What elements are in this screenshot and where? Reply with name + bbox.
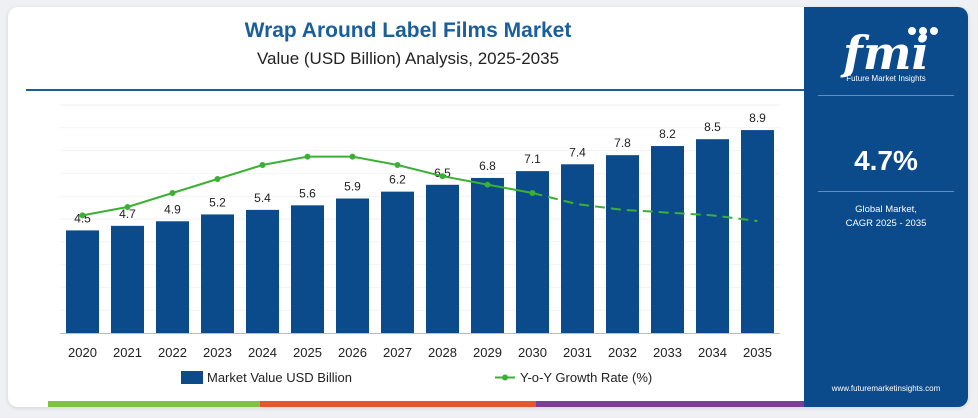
footer-stripe-green bbox=[48, 401, 260, 407]
sidebar-panel: fmi Future Market Insights 4.7% Global M… bbox=[804, 7, 968, 407]
logo-dot-icon bbox=[930, 27, 938, 35]
bar-value-label: 5.9 bbox=[344, 179, 361, 193]
bar bbox=[696, 139, 729, 333]
logo-dot-icon bbox=[908, 27, 916, 35]
sidebar-divider bbox=[818, 191, 954, 192]
growth-point bbox=[214, 176, 221, 182]
cagr-label-line1: Global Market, bbox=[855, 204, 917, 215]
bar bbox=[516, 171, 549, 333]
x-tick-label: 2031 bbox=[563, 345, 592, 360]
growth-point bbox=[79, 212, 86, 219]
x-tick-label: 2033 bbox=[653, 345, 682, 360]
growth-point bbox=[259, 162, 266, 168]
bar-value-label: 7.4 bbox=[569, 145, 586, 159]
bar bbox=[66, 230, 99, 333]
website-url: www.futuremarketinsights.com bbox=[831, 384, 941, 393]
bar-value-label: 8.5 bbox=[704, 120, 721, 134]
growth-point bbox=[124, 204, 131, 210]
fmi-logo-text: fmi bbox=[840, 26, 929, 80]
bar bbox=[246, 209, 279, 333]
bar bbox=[651, 146, 684, 333]
x-tick-label: 2023 bbox=[203, 345, 232, 360]
legend-bar-swatch bbox=[181, 371, 203, 384]
x-tick-label: 2024 bbox=[248, 345, 277, 360]
x-tick-label: 2030 bbox=[518, 345, 547, 360]
growth-line-dashed bbox=[532, 192, 758, 222]
legend-line-marker bbox=[502, 374, 508, 381]
growth-point bbox=[169, 190, 176, 196]
x-tick-label: 2028 bbox=[428, 345, 457, 360]
bar bbox=[561, 164, 594, 333]
chart-plot: 4.520204.720214.920225.220235.420245.620… bbox=[60, 104, 780, 385]
bar bbox=[156, 221, 189, 333]
x-tick-label: 2020 bbox=[68, 345, 97, 360]
bar bbox=[471, 177, 504, 333]
x-tick-label: 2026 bbox=[338, 345, 367, 360]
growth-point bbox=[484, 181, 491, 188]
footer-stripe-orange bbox=[260, 401, 536, 407]
x-tick-label: 2025 bbox=[293, 345, 322, 360]
x-tick-label: 2034 bbox=[698, 345, 727, 360]
bar bbox=[111, 225, 144, 333]
growth-point bbox=[304, 153, 311, 160]
logo-dot-icon bbox=[919, 27, 927, 35]
bar-value-label: 5.6 bbox=[299, 186, 316, 200]
title-divider bbox=[26, 89, 804, 91]
bar-value-label: 6.8 bbox=[479, 159, 496, 173]
cagr-value: 4.7% bbox=[854, 145, 918, 176]
bar-value-label: 4.9 bbox=[164, 202, 181, 216]
bar bbox=[381, 191, 414, 333]
growth-point bbox=[529, 190, 536, 196]
growth-point bbox=[394, 162, 401, 168]
chart-subtitle: Value (USD Billion) Analysis, 2025-2035 bbox=[256, 49, 560, 68]
bar-value-label: 4.7 bbox=[119, 207, 136, 221]
cagr-label-line2: CAGR 2025 - 2035 bbox=[845, 218, 927, 229]
chart-title: Wrap Around Label Films Market bbox=[244, 19, 572, 42]
bar-value-label: 7.1 bbox=[524, 152, 541, 166]
legend-line-label: Y-o-Y Growth Rate (%) bbox=[520, 370, 652, 385]
growth-point bbox=[439, 173, 446, 180]
x-tick-label: 2035 bbox=[743, 345, 772, 360]
bar-value-label: 8.9 bbox=[749, 111, 766, 125]
bar-value-label: 8.2 bbox=[659, 127, 676, 141]
bar bbox=[201, 214, 234, 333]
sidebar-divider bbox=[818, 95, 954, 96]
bar bbox=[606, 155, 639, 333]
x-tick-label: 2021 bbox=[113, 345, 142, 360]
bar-value-label: 6.2 bbox=[389, 173, 406, 187]
fmi-logo: fmi bbox=[840, 26, 938, 80]
x-tick-label: 2032 bbox=[608, 345, 637, 360]
cagr-label: Global Market, CAGR 2025 - 2035 bbox=[804, 203, 968, 231]
bar bbox=[336, 198, 369, 333]
footer-stripe-purple bbox=[536, 401, 804, 407]
x-tick-label: 2027 bbox=[383, 345, 412, 360]
bar bbox=[426, 184, 459, 333]
chart-card: Wrap Around Label Films Market Value (US… bbox=[8, 7, 968, 407]
bar bbox=[741, 130, 774, 333]
bar-value-label: 7.8 bbox=[614, 136, 631, 150]
growth-point bbox=[349, 153, 356, 160]
x-tick-label: 2022 bbox=[158, 345, 187, 360]
logo-tagline: Future Market Insights bbox=[846, 74, 926, 83]
x-tick-label: 2029 bbox=[473, 345, 502, 360]
bar-value-label: 5.4 bbox=[254, 191, 271, 205]
legend-bar-label: Market Value USD Billion bbox=[207, 370, 352, 385]
bar bbox=[291, 205, 324, 333]
bar-value-label: 5.2 bbox=[209, 195, 226, 209]
